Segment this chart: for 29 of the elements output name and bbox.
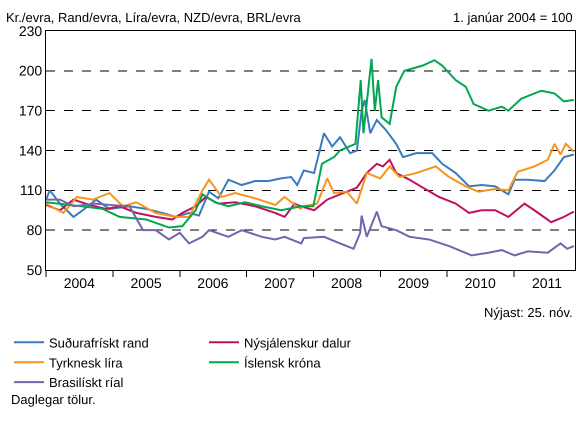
text: 1. janúar 2004 = 100 xyxy=(453,10,573,25)
x-tick-label: 2011 xyxy=(532,274,562,291)
text: Daglegar tölur. xyxy=(11,392,96,407)
y-axis-title: Kr./evra, Rand/evra, Líra/evra, NZD/evra, BRL/evra xyxy=(6,10,302,25)
y-tick-label: 200 xyxy=(18,62,42,79)
y-tick-label: 110 xyxy=(20,182,42,198)
x-tick-label: 2006 xyxy=(197,274,229,291)
legend-label: Brasilískt ríal xyxy=(48,375,124,390)
line-series xyxy=(46,58,575,229)
text: Nýjast: 25. nóv. xyxy=(484,305,573,320)
line-series xyxy=(46,142,575,218)
x-tick-label: 2007 xyxy=(264,274,296,291)
y-tick-label: 230 xyxy=(18,22,42,39)
legend-label: Suðurafrískt rand xyxy=(48,335,149,350)
legend-label: Tyrknesk líra xyxy=(48,355,124,370)
legend-label: Nýsjálenskur dalur xyxy=(244,335,352,350)
y-tick-label: 50 xyxy=(26,262,42,278)
line-series xyxy=(46,158,575,224)
line-series xyxy=(46,198,575,256)
x-tick-label: 2005 xyxy=(130,274,162,291)
y-tick-label: 80 xyxy=(26,222,42,238)
line-series xyxy=(46,99,575,218)
x-tick-label: 2009 xyxy=(398,274,430,291)
x-tick-label: 2008 xyxy=(331,274,362,291)
legend-label: Íslensk króna xyxy=(244,355,322,370)
x-tick-label: 2004 xyxy=(64,274,96,291)
y-tick-label: 140 xyxy=(18,142,42,158)
x-tick-label: 2010 xyxy=(464,274,496,291)
y-tick-label: 170 xyxy=(18,102,42,119)
